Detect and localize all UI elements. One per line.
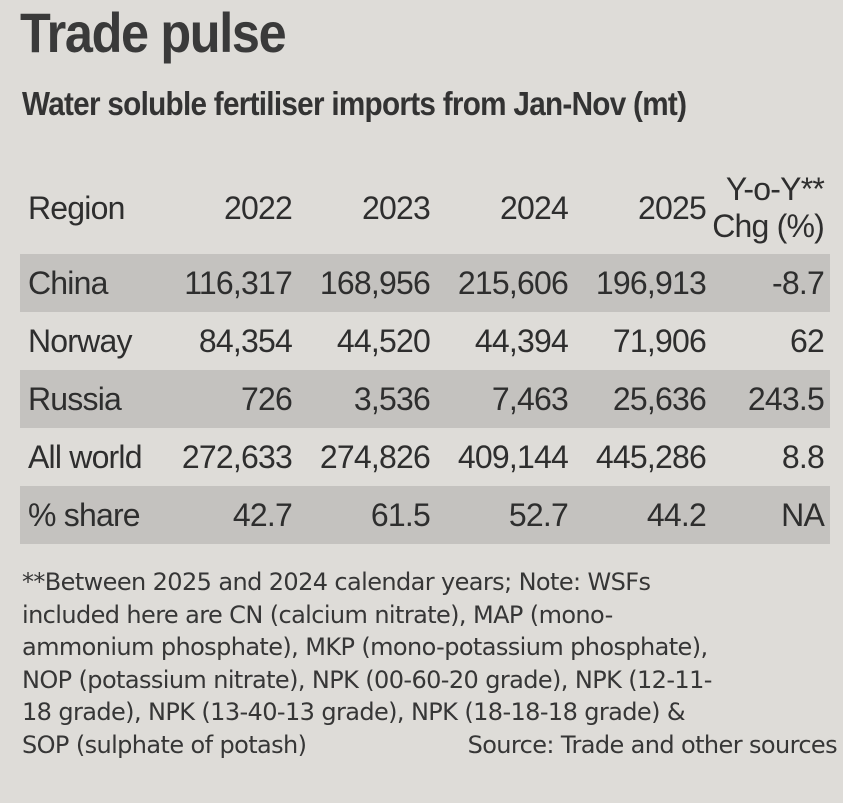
cell-yoy: -8.7	[712, 254, 830, 312]
cell-2025: 25,636	[574, 370, 712, 428]
footnote-line: included here are CN (calcium nitrate), …	[22, 600, 613, 629]
cell-2022: 84,354	[198, 322, 293, 359]
cell-2023: 274,826	[319, 438, 431, 475]
header-yoy-line2: Chg (%)	[712, 208, 825, 244]
cell-2022: 42.7	[170, 486, 298, 544]
cell-2025: 445,286	[595, 438, 707, 475]
footnote-line: NOP (potassium nitrate), NPK (00-60-20 g…	[22, 665, 712, 694]
header-yoy: Y-o-Y** Chg (%)	[712, 162, 830, 254]
cell-yoy: 62	[790, 322, 825, 359]
cell-region: % share	[20, 486, 170, 544]
cell-yoy: 243.5	[712, 370, 830, 428]
footnote-line: ammonium phosphate), MKP (mono-potassium…	[22, 633, 708, 661]
table-row-china: China 116,317 168,956 215,606 196,913 -8…	[20, 254, 830, 312]
cell-2023: 44,520	[336, 322, 431, 359]
cell-2024: 52.7	[436, 486, 574, 544]
table-header-row: Region 2022 2023 2024 2025 Y-o-Y** Chg (…	[20, 162, 830, 254]
cell-2022: 116,317	[170, 254, 298, 312]
footnote-line: 18 grade), NPK (13-40-13 grade), NPK (18…	[22, 698, 686, 726]
header-2023: 2023	[362, 189, 431, 226]
cell-2024: 409,144	[457, 438, 569, 475]
cell-2025: 71,906	[612, 322, 707, 359]
cell-2025: 196,913	[574, 254, 712, 312]
cell-region: All world	[28, 438, 143, 475]
table-row-russia: Russia 726 3,536 7,463 25,636 243.5	[20, 370, 830, 428]
header-2025: 2025	[638, 189, 707, 226]
cell-2022: 726	[170, 370, 298, 428]
cell-2025: 44.2	[574, 486, 712, 544]
imports-table: Region 2022 2023 2024 2025 Y-o-Y** Chg (…	[20, 162, 830, 544]
cell-2023: 3,536	[298, 370, 436, 428]
page-subtitle: Water soluble fertiliser imports from Ja…	[22, 85, 687, 122]
header-2024: 2024	[500, 189, 569, 226]
table-row-all-world: All world 272,633 274,826 409,144 445,28…	[20, 428, 830, 486]
header-yoy-line1: Y-o-Y**	[725, 171, 825, 208]
cell-2023: 61.5	[298, 486, 436, 544]
cell-2024: 215,606	[436, 254, 574, 312]
footnote-line: SOP (sulphate of potash)	[22, 730, 307, 759]
cell-region: Norway	[28, 322, 132, 359]
header-region: Region	[28, 189, 125, 226]
footnote-line: **Between 2025 and 2024 calendar years; …	[22, 568, 651, 596]
source-credit: Source: Trade and other sources	[467, 730, 838, 759]
page-title: Trade pulse	[20, 1, 287, 64]
cell-yoy: NA	[712, 486, 830, 544]
cell-2022: 272,633	[181, 438, 293, 475]
cell-2024: 44,394	[474, 322, 569, 359]
header-2022: 2022	[224, 189, 293, 226]
cell-region: Russia	[20, 370, 170, 428]
footnote: **Between 2025 and 2024 calendar years; …	[22, 566, 838, 761]
table-row-share: % share 42.7 61.5 52.7 44.2 NA	[20, 486, 830, 544]
cell-yoy: 8.8	[781, 438, 825, 475]
cell-region: China	[20, 254, 170, 312]
table-row-norway: Norway 84,354 44,520 44,394 71,906 62	[20, 312, 830, 370]
cell-2024: 7,463	[436, 370, 574, 428]
cell-2023: 168,956	[298, 254, 436, 312]
